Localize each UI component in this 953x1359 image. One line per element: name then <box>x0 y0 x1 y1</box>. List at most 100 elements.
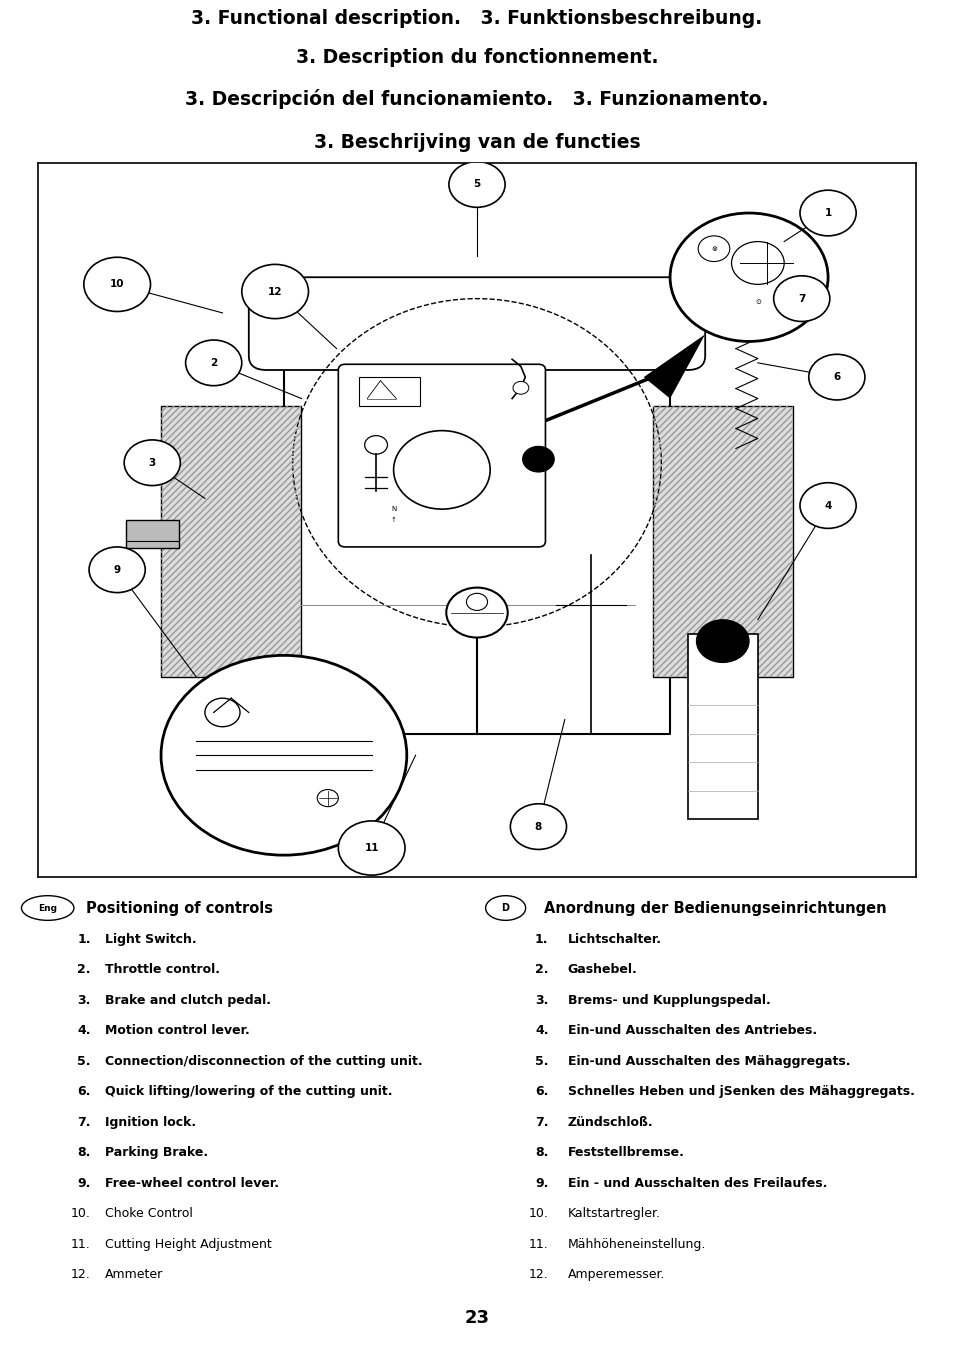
Text: 11.: 11. <box>528 1238 548 1250</box>
Circle shape <box>449 162 504 208</box>
Circle shape <box>808 355 864 400</box>
Text: D: D <box>501 902 509 913</box>
Text: 7: 7 <box>798 294 804 303</box>
Text: N: N <box>391 506 395 512</box>
Text: 9: 9 <box>113 565 121 575</box>
Text: Ammeter: Ammeter <box>105 1268 163 1282</box>
Text: 3. Descripción del funcionamiento.   3. Funzionamento.: 3. Descripción del funcionamiento. 3. Fu… <box>185 90 768 110</box>
Ellipse shape <box>485 896 525 920</box>
Text: 7.: 7. <box>77 1116 91 1129</box>
Text: Quick lifting/lowering of the cutting unit.: Quick lifting/lowering of the cutting un… <box>105 1086 392 1098</box>
Text: 23: 23 <box>464 1309 489 1328</box>
Text: ↑: ↑ <box>391 516 396 523</box>
Text: 6: 6 <box>832 372 840 382</box>
Text: 9.: 9. <box>77 1177 91 1190</box>
Text: 8.: 8. <box>535 1147 548 1159</box>
Text: Zündschloß.: Zündschloß. <box>567 1116 653 1129</box>
Text: 2.: 2. <box>535 964 548 976</box>
Text: Motion control lever.: Motion control lever. <box>105 1025 250 1037</box>
Text: Anordnung der Bedienungseinrichtungen: Anordnung der Bedienungseinrichtungen <box>543 901 885 916</box>
Circle shape <box>696 620 748 663</box>
Text: Brems- und Kupplungspedal.: Brems- und Kupplungspedal. <box>567 993 770 1007</box>
Bar <box>161 405 301 677</box>
Text: 12.: 12. <box>71 1268 91 1282</box>
Circle shape <box>800 190 855 236</box>
Text: Positioning of controls: Positioning of controls <box>86 901 273 916</box>
Text: 5: 5 <box>473 179 480 189</box>
Circle shape <box>394 431 490 510</box>
Circle shape <box>800 482 855 529</box>
Text: Lichtschalter.: Lichtschalter. <box>567 932 661 946</box>
Circle shape <box>364 436 387 454</box>
Text: 2.: 2. <box>77 964 91 976</box>
Text: Eng: Eng <box>38 904 57 912</box>
Circle shape <box>124 440 180 485</box>
Text: 12.: 12. <box>528 1268 548 1282</box>
Bar <box>687 633 757 819</box>
Text: Ein-und Ausschalten des Mähaggregats.: Ein-und Ausschalten des Mähaggregats. <box>567 1055 849 1068</box>
Bar <box>126 519 178 548</box>
Circle shape <box>731 242 783 284</box>
Text: Ein - und Ausschalten des Freilaufes.: Ein - und Ausschalten des Freilaufes. <box>567 1177 826 1190</box>
Circle shape <box>84 257 151 311</box>
Text: Ein-und Ausschalten des Antriebes.: Ein-und Ausschalten des Antriebes. <box>567 1025 816 1037</box>
Text: 8.: 8. <box>77 1147 91 1159</box>
Text: 1.: 1. <box>77 932 91 946</box>
Bar <box>358 376 419 405</box>
Text: 9.: 9. <box>535 1177 548 1190</box>
Circle shape <box>205 699 240 727</box>
Text: Feststellbremse.: Feststellbremse. <box>567 1147 684 1159</box>
FancyBboxPatch shape <box>338 364 545 546</box>
Circle shape <box>161 655 406 855</box>
Ellipse shape <box>22 896 73 920</box>
Circle shape <box>698 236 729 261</box>
Circle shape <box>522 446 554 472</box>
Text: 5.: 5. <box>77 1055 91 1068</box>
Text: 1.: 1. <box>535 932 548 946</box>
Text: Parking Brake.: Parking Brake. <box>105 1147 208 1159</box>
Text: Schnelles Heben und jSenken des Mähaggregats.: Schnelles Heben und jSenken des Mähaggre… <box>567 1086 914 1098</box>
Circle shape <box>89 546 145 593</box>
Text: Free-wheel control lever.: Free-wheel control lever. <box>105 1177 278 1190</box>
Text: 4: 4 <box>823 500 831 511</box>
Text: ⊙: ⊙ <box>754 299 760 306</box>
Text: 3: 3 <box>149 458 155 467</box>
Text: 4.: 4. <box>535 1025 548 1037</box>
Bar <box>161 405 301 677</box>
Text: 4.: 4. <box>77 1025 91 1037</box>
Bar <box>652 405 792 677</box>
Circle shape <box>317 790 338 807</box>
Text: 3. Beschrijving van de functies: 3. Beschrijving van de functies <box>314 133 639 152</box>
Circle shape <box>241 265 308 318</box>
Text: 3. Functional description.   3. Funktionsbeschreibung.: 3. Functional description. 3. Funktionsb… <box>192 10 761 29</box>
Circle shape <box>513 382 528 394</box>
Circle shape <box>186 340 241 386</box>
Polygon shape <box>643 334 704 398</box>
Text: 11: 11 <box>364 843 378 853</box>
Bar <box>652 405 792 677</box>
Text: ⊗: ⊗ <box>710 246 716 251</box>
Text: Connection/disconnection of the cutting unit.: Connection/disconnection of the cutting … <box>105 1055 422 1068</box>
Text: 5.: 5. <box>535 1055 548 1068</box>
Text: 6.: 6. <box>77 1086 91 1098</box>
Circle shape <box>773 276 829 322</box>
Text: Ignition lock.: Ignition lock. <box>105 1116 196 1129</box>
Circle shape <box>466 594 487 610</box>
Text: 10.: 10. <box>71 1207 91 1220</box>
Circle shape <box>510 803 566 849</box>
Text: Throttle control.: Throttle control. <box>105 964 220 976</box>
Text: 1: 1 <box>823 208 831 217</box>
FancyBboxPatch shape <box>249 277 704 370</box>
Text: 3. Description du fonctionnement.: 3. Description du fonctionnement. <box>295 48 658 67</box>
Text: 7.: 7. <box>535 1116 548 1129</box>
Text: Brake and clutch pedal.: Brake and clutch pedal. <box>105 993 271 1007</box>
Circle shape <box>446 587 507 637</box>
Text: Amperemesser.: Amperemesser. <box>567 1268 664 1282</box>
Text: 2: 2 <box>210 357 217 368</box>
Text: 3.: 3. <box>535 993 548 1007</box>
Circle shape <box>669 213 827 341</box>
Text: 3.: 3. <box>77 993 91 1007</box>
Text: 8: 8 <box>535 822 541 832</box>
Text: Mähhöheneinstellung.: Mähhöheneinstellung. <box>567 1238 705 1250</box>
Text: Cutting Height Adjustment: Cutting Height Adjustment <box>105 1238 272 1250</box>
